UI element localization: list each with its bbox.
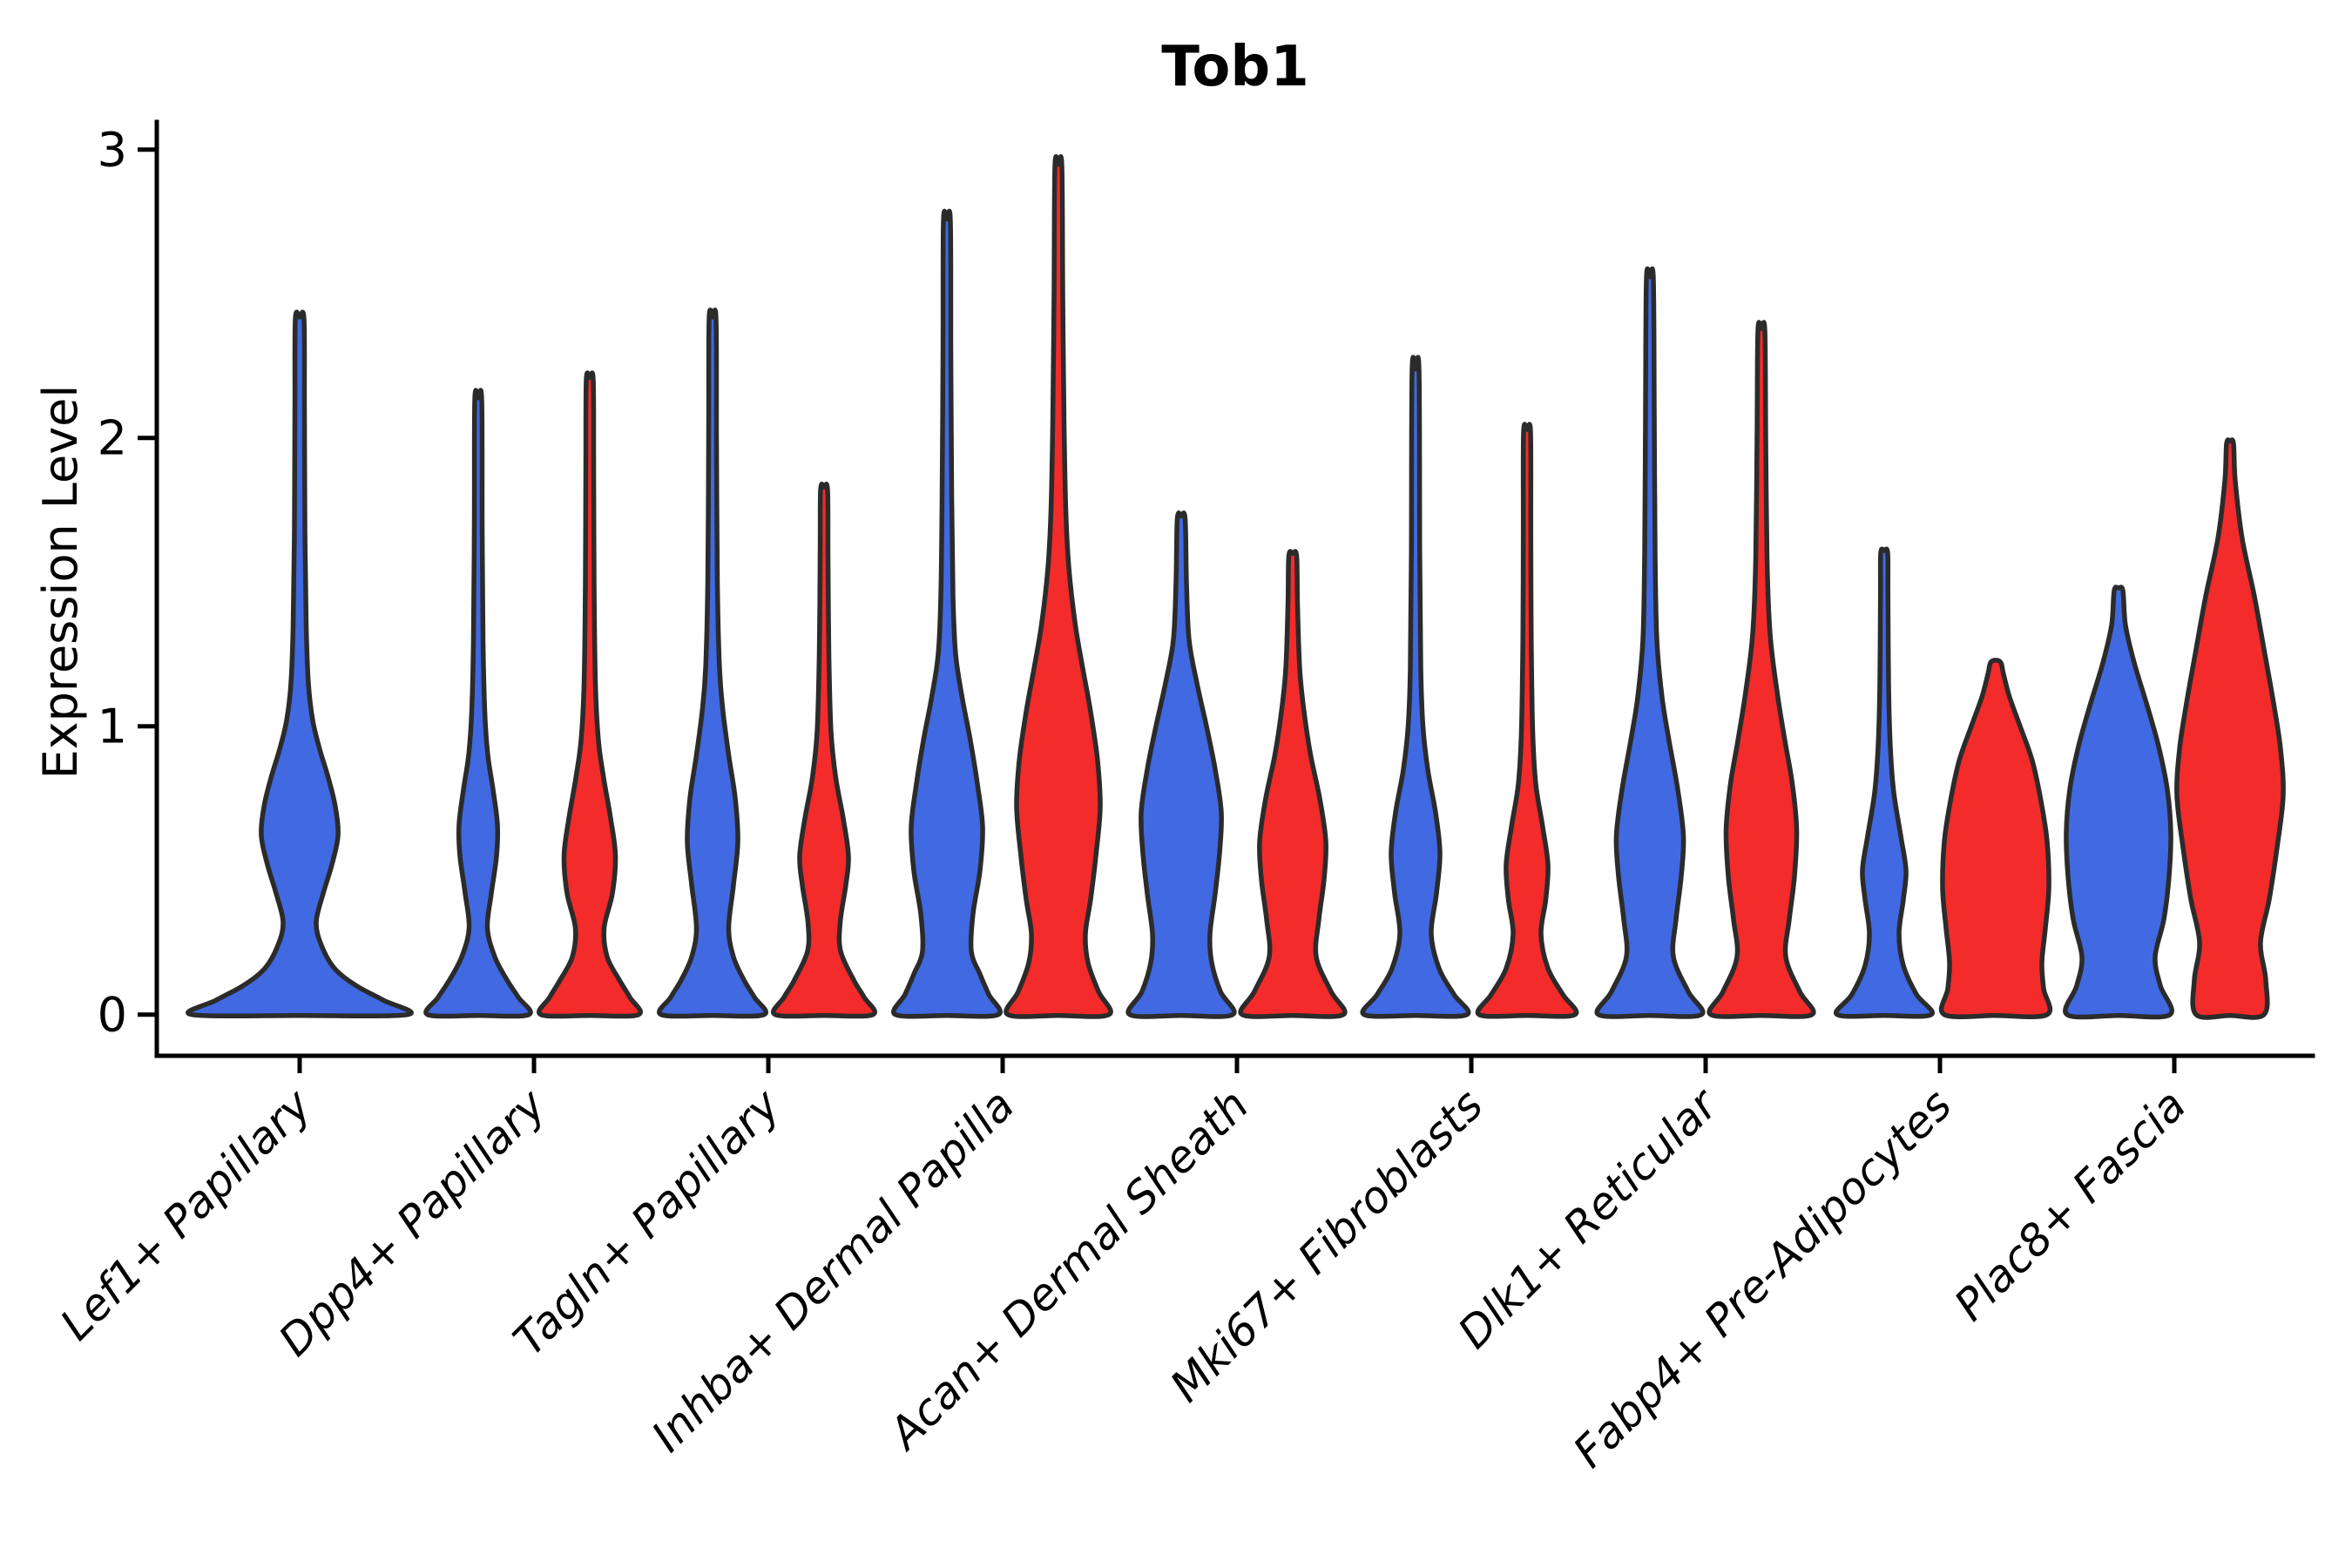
violin-acan-dermal-sheath-blue: [1125, 510, 1237, 1019]
violin-inhba-dermal-papilla-red: [1004, 154, 1113, 1019]
x-tick-label: Lef1+ Papillary: [51, 1078, 321, 1349]
violin-plac8-fascia-red: [2174, 437, 2286, 1020]
violin-plac8-fascia-blue: [2063, 585, 2174, 1020]
violin-mki67-fibroblasts-red: [1475, 422, 1579, 1019]
y-tick-label: 0: [98, 988, 127, 1043]
violin-dpp4-papillary-red: [537, 370, 643, 1019]
violin-fabp4-pre-adipocytes-blue: [1833, 546, 1936, 1019]
violin-tagln-papillary-blue: [657, 308, 768, 1019]
violin-tagln-papillary-red: [771, 482, 877, 1019]
violin-inhba-dermal-papilla-blue: [891, 208, 1003, 1019]
violin-dlk1-reticular-blue: [1594, 266, 1706, 1019]
y-tick-label: 2: [98, 411, 127, 466]
y-tick-label: 3: [98, 123, 127, 178]
y-axis-label: Expression Level: [33, 385, 88, 780]
violins-layer: [186, 154, 2286, 1020]
y-tick-label: 1: [98, 700, 127, 754]
violin-mki67-fibroblasts-blue: [1360, 355, 1471, 1019]
violin-lef1-papillary-blue: [186, 309, 414, 1019]
violin-fabp4-pre-adipocytes-red: [1938, 658, 2053, 1020]
violin-dpp4-papillary-blue: [423, 388, 533, 1019]
violin-dlk1-reticular-red: [1707, 320, 1816, 1019]
violin-acan-dermal-sheath-red: [1238, 549, 1348, 1019]
chart-title: Tob1: [1161, 35, 1308, 99]
x-tick-label: Plac8+ Fascia: [1945, 1079, 2196, 1330]
x-tick-label: Dlk1+ Reticular: [1449, 1078, 1729, 1358]
y-ticks-layer: 0 1 2 3: [98, 123, 157, 1043]
x-tick-label: Fabp4+ Pre-Adipocytes: [1564, 1079, 1962, 1477]
